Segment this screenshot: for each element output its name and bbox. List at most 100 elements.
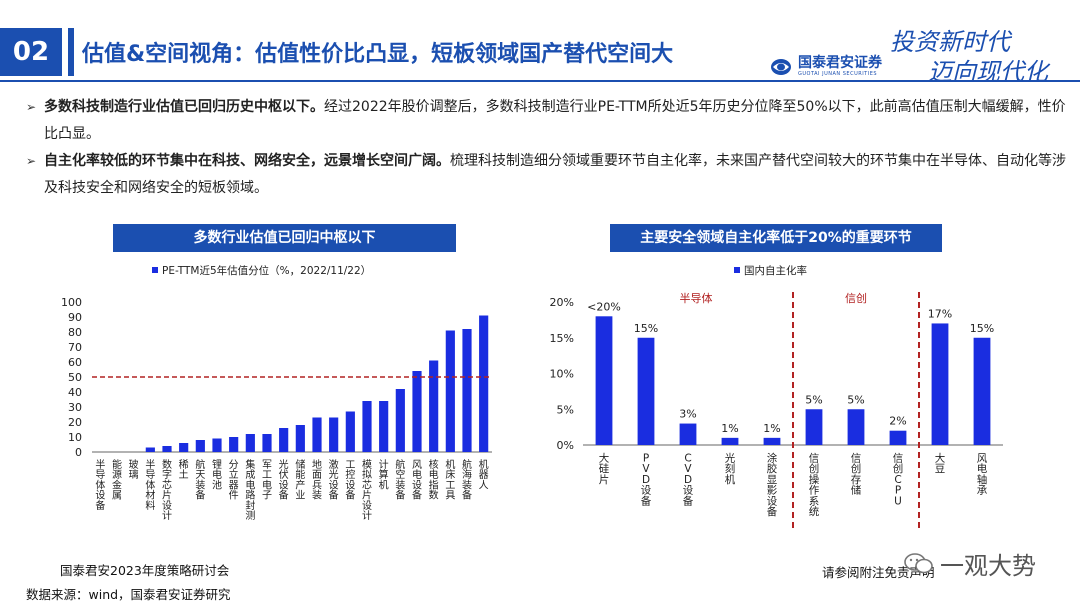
logo-chinese-name: 国泰君安证券 [798,55,882,71]
bullet-heading: 自主化率较低的环节集中在科技、网络安全，远景增长空间广阔。 [44,153,450,169]
x-tick-label: 涂胶显影设备 [767,452,778,519]
group-label: 信创 [845,292,867,305]
y-tick-label: 5% [557,403,574,416]
bar [973,337,991,445]
bar [245,434,255,452]
x-tick-label: 半导体材料 [145,458,155,512]
bar [345,411,355,452]
data-label: 17% [928,307,952,320]
x-tick-label: 大硅片 [599,452,610,486]
bar [931,323,949,445]
bullet-text: 梳理科技制造细分领域重要环节自主化率，未来国产替代空间较大的环节集中在半导体、自… [44,153,1066,196]
slogan-line-1: 投资新时代 [890,28,1010,56]
bar [145,447,155,452]
event-footer: 国泰君安2023年度策略研讨会 [60,563,230,578]
data-label: 15% [634,322,658,335]
x-tick-label: 分立器件 [229,459,239,502]
y-tick-label: 90 [68,311,82,324]
slogan-calligraphy: 投资新时代 迈向现代化 [884,18,1074,86]
x-tick-label: 稀土 [179,458,189,481]
x-tick-label: 航海装备 [462,458,472,502]
wechat-icon [904,552,933,573]
x-tick-label: 数字芯片设计 [162,458,172,522]
x-tick-label: 风电设备 [412,459,422,502]
bar [362,401,372,452]
bar [479,315,489,452]
bar [805,409,823,445]
x-tick-label: 集成电路封测 [245,458,255,522]
x-tick-label: 激光设备 [329,458,339,502]
x-tick-label: C V D 设备 [683,453,694,508]
data-label: 15% [970,322,994,335]
legend-label: PE-TTM近5年估值分位（%，2022/11/22） [162,264,371,277]
y-tick-label: 70 [68,341,82,354]
bullet-heading: 多数科技制造行业估值已回归历史中枢以下。 [44,99,324,115]
data-label: 3% [679,408,696,421]
data-label: 1% [721,422,738,435]
x-tick-label: 玻璃 [129,458,139,481]
bar [462,329,472,452]
logo-english-name: GUOTAI JUNAN SECURITIES [798,71,878,77]
x-tick-label: 机床工具 [445,458,455,502]
section-number-badge: 02 [0,28,62,76]
arrow-bullet-icon: ➢ [26,154,37,168]
x-tick-label: 信创操作系统 [809,453,820,519]
data-label: <20% [587,300,621,313]
bar [847,409,865,445]
watermark: 一观大势 [904,546,1036,581]
y-tick-label: 100 [61,296,82,309]
title-divider [0,80,1080,82]
y-tick-label: 50 [68,371,82,384]
group-label: 半导体 [680,291,713,305]
x-tick-label: 核电指数 [429,458,439,502]
x-tick-label: 锂电池 [212,459,222,491]
legend-label: 国内自主化率 [744,264,807,277]
bar [212,438,222,452]
y-tick-label: 20 [68,416,82,429]
x-tick-label: 地面兵装 [312,458,322,502]
watermark-text: 一观大势 [940,552,1036,580]
bar [279,428,289,452]
chart-left-title: 多数行业估值已回归中枢以下 [113,224,456,252]
bullet-item: ➢ 多数科技制造行业估值已回归历史中枢以下。经过2022年股价调整后，多数科技制造… [26,94,1066,148]
data-label: 1% [763,422,780,435]
bullet-text: 经过2022年股价调整后，多数科技制造行业PE-TTM所处近5年历史分位降至50… [44,99,1066,142]
bar [721,437,739,445]
x-tick-label: P V D 设备 [641,453,652,508]
bar [679,423,697,445]
arrow-bullet-icon: ➢ [26,100,37,114]
y-tick-label: 0 [75,446,82,459]
bar [262,434,272,452]
bar [195,440,205,452]
x-tick-label: 大豆 [935,452,946,476]
data-label: 5% [805,393,822,406]
bar [412,371,422,452]
x-tick-label: 机器人 [479,458,489,491]
y-tick-label: 10% [550,368,574,381]
data-label: 5% [847,393,864,406]
y-tick-label: 10 [68,431,82,444]
logo-emblem-icon [771,58,791,75]
x-tick-label: 计算机 [379,458,389,491]
title-accent-bar [68,28,74,76]
bar [379,401,389,452]
y-tick-label: 40 [68,386,82,399]
bar [295,425,305,452]
bar [179,443,189,452]
x-tick-label: 航空装备 [395,458,405,502]
legend-swatch [734,267,740,273]
x-tick-label: 模拟芯片设计 [362,459,372,522]
x-tick-label: 信创 C P U [893,453,904,508]
data-label: 2% [889,415,906,428]
bar [445,330,455,452]
x-tick-label: 工控设备 [345,460,355,502]
y-tick-label: 30 [68,401,82,414]
x-tick-label: 光刻机 [725,452,736,486]
disclaimer-note: 请参阅附注免责声明 [822,565,935,580]
bullet-item: ➢ 自主化率较低的环节集中在科技、网络安全，远景增长空间广阔。梳理科技制造细分领域… [26,148,1066,202]
x-tick-label: 储能产业 [295,458,305,502]
bar [595,316,613,445]
x-tick-label: 军工电子 [262,459,272,502]
